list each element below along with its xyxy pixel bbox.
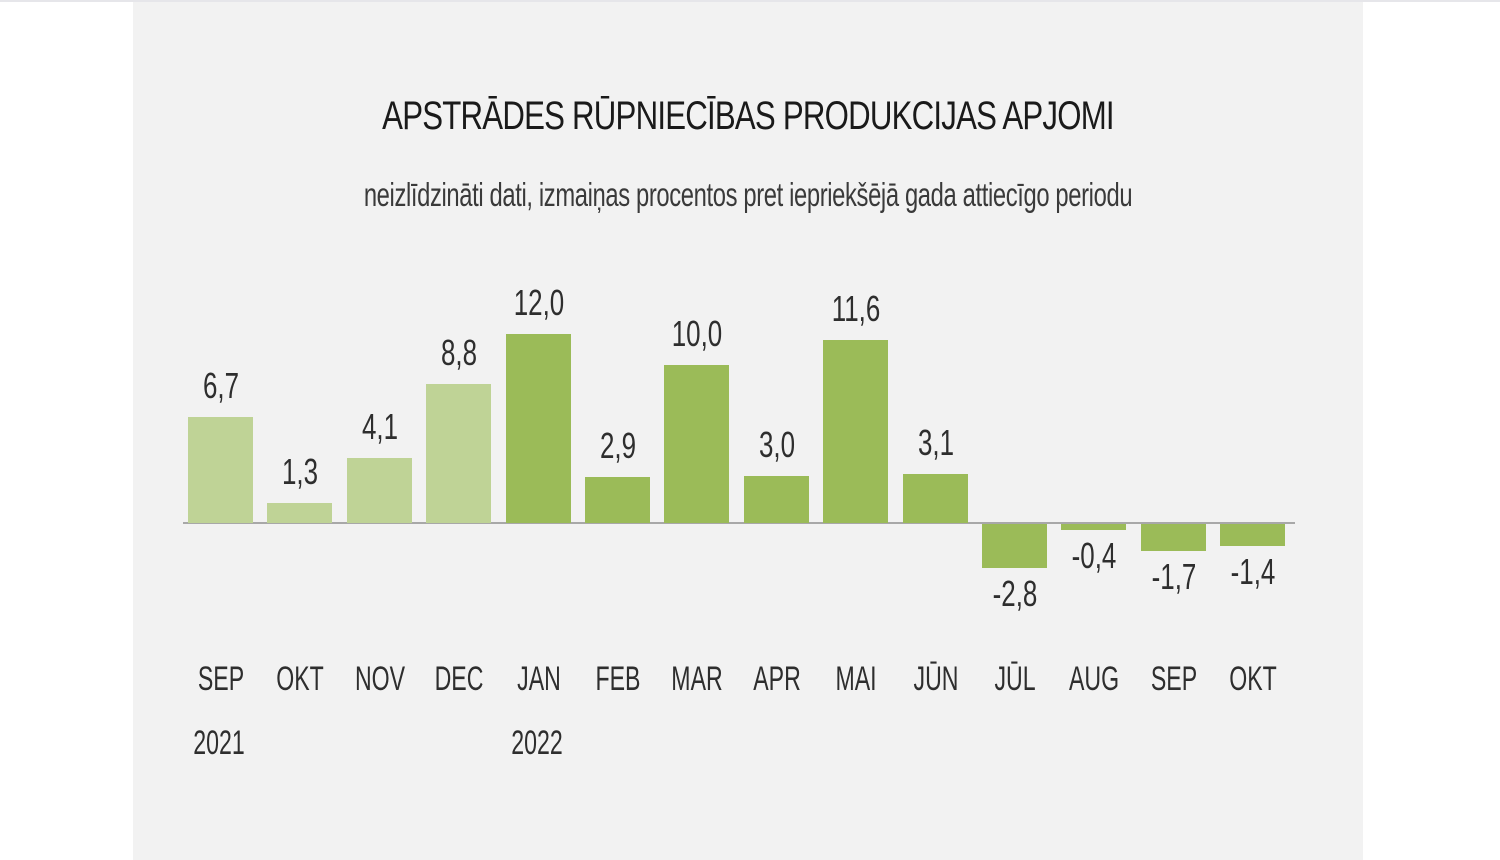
value-label: -2,8 <box>992 573 1037 614</box>
year-label: 2021 <box>192 724 245 762</box>
bar-aug-2022 <box>1061 524 1126 530</box>
x-axis-label: MAR <box>670 660 723 698</box>
bar-apr-2022 <box>744 476 809 523</box>
x-axis-label: JAN <box>516 660 561 698</box>
x-axis-label: FEB <box>595 660 640 698</box>
bar-okt-2022 <box>1220 524 1285 546</box>
x-axis-label: APR <box>752 660 801 698</box>
x-axis-label: OKT <box>275 660 324 698</box>
window-top-strip <box>0 0 1500 2</box>
zero-baseline <box>183 522 1295 524</box>
bar-mar-2022 <box>664 365 729 523</box>
value-label: -0,4 <box>1071 535 1116 576</box>
value-label: 8,8 <box>440 332 477 373</box>
x-axis-label: DEC <box>434 660 483 698</box>
value-label: -1,7 <box>1151 556 1196 597</box>
bar-jan-2022 <box>506 334 571 523</box>
value-label: 11,6 <box>831 288 880 329</box>
x-axis-label: MAI <box>834 660 877 698</box>
bar-mai-2022 <box>823 340 888 523</box>
x-axis-label: JŪN <box>913 660 958 698</box>
bar-feb-2022 <box>585 477 650 523</box>
bar-dec-2021 <box>426 384 491 523</box>
bar-okt-2021 <box>267 503 332 523</box>
bar-sep-2021 <box>188 417 253 523</box>
value-label: 2,9 <box>599 425 636 466</box>
x-axis-label: SEP <box>197 660 244 698</box>
chart-subtitle: neizlīdzināti dati, izmaiņas procentos p… <box>363 176 1133 213</box>
value-label: 6,7 <box>202 365 239 406</box>
year-label: 2022 <box>510 724 563 762</box>
x-axis-label: SEP <box>1150 660 1197 698</box>
bar-jūl-2022 <box>982 524 1047 568</box>
chart-title: APSTRĀDES RŪPNIECĪBAS PRODUKCIJAS APJOMI <box>382 94 1114 138</box>
x-axis-label: JŪL <box>993 660 1036 698</box>
bar-sep-2022 <box>1141 524 1206 551</box>
value-label: 3,0 <box>758 424 795 465</box>
value-label: 4,1 <box>361 406 398 447</box>
bar-jūn-2022 <box>903 474 968 523</box>
value-label: -1,4 <box>1230 551 1275 592</box>
bar-nov-2021 <box>347 458 412 523</box>
x-axis-label: NOV <box>354 660 405 698</box>
value-label: 1,3 <box>281 451 318 492</box>
value-label: 12,0 <box>513 282 564 323</box>
chart-panel: APSTRĀDES RŪPNIECĪBAS PRODUKCIJAS APJOMI… <box>133 2 1363 860</box>
x-axis-label: OKT <box>1228 660 1277 698</box>
x-axis-label: AUG <box>1068 660 1119 698</box>
value-label: 10,0 <box>671 313 722 354</box>
value-label: 3,1 <box>917 422 954 463</box>
